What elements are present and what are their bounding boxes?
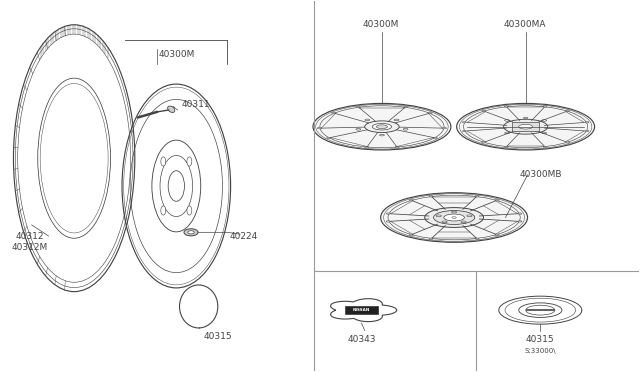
- Ellipse shape: [504, 106, 508, 107]
- Text: 40343: 40343: [348, 335, 376, 344]
- Ellipse shape: [365, 147, 369, 148]
- Text: 40315: 40315: [526, 335, 555, 344]
- Ellipse shape: [394, 119, 399, 121]
- Text: 40300M: 40300M: [158, 50, 195, 59]
- Ellipse shape: [429, 238, 433, 239]
- Ellipse shape: [168, 106, 175, 112]
- Text: 40300MA: 40300MA: [503, 20, 546, 29]
- Ellipse shape: [518, 221, 522, 222]
- Ellipse shape: [372, 124, 392, 130]
- Ellipse shape: [429, 196, 433, 197]
- Text: S:33000\: S:33000\: [525, 348, 556, 354]
- Ellipse shape: [425, 208, 483, 227]
- Ellipse shape: [585, 122, 589, 123]
- Ellipse shape: [161, 206, 166, 215]
- Ellipse shape: [436, 215, 442, 217]
- Ellipse shape: [444, 214, 465, 221]
- Ellipse shape: [482, 110, 486, 112]
- Text: NISSAN: NISSAN: [353, 308, 370, 312]
- Ellipse shape: [495, 234, 499, 235]
- Ellipse shape: [585, 131, 589, 132]
- Text: 40312M: 40312M: [12, 243, 47, 251]
- Ellipse shape: [433, 137, 437, 139]
- Ellipse shape: [495, 199, 499, 201]
- Ellipse shape: [452, 211, 457, 213]
- Ellipse shape: [541, 132, 547, 134]
- Ellipse shape: [462, 131, 466, 132]
- Ellipse shape: [387, 213, 390, 214]
- Ellipse shape: [504, 146, 508, 147]
- Bar: [345, 306, 378, 314]
- Ellipse shape: [187, 206, 192, 215]
- Ellipse shape: [313, 103, 451, 150]
- Ellipse shape: [187, 157, 192, 166]
- Text: 40312: 40312: [15, 231, 44, 241]
- Ellipse shape: [543, 106, 547, 107]
- Ellipse shape: [524, 117, 528, 119]
- Ellipse shape: [541, 120, 547, 121]
- Text: 40224: 40224: [229, 231, 257, 241]
- Ellipse shape: [395, 147, 399, 148]
- Ellipse shape: [566, 142, 570, 143]
- Text: 40300M: 40300M: [362, 20, 399, 29]
- Ellipse shape: [428, 112, 432, 114]
- Ellipse shape: [184, 229, 198, 236]
- Ellipse shape: [505, 120, 509, 121]
- Ellipse shape: [505, 132, 509, 134]
- Ellipse shape: [381, 193, 527, 242]
- Ellipse shape: [365, 121, 399, 132]
- Ellipse shape: [442, 128, 447, 129]
- Ellipse shape: [442, 221, 447, 223]
- Ellipse shape: [403, 128, 408, 130]
- Ellipse shape: [462, 122, 466, 123]
- Ellipse shape: [365, 119, 370, 121]
- Bar: [512, 122, 540, 131]
- Text: 40315: 40315: [204, 331, 232, 341]
- Ellipse shape: [543, 146, 547, 147]
- Ellipse shape: [332, 112, 336, 114]
- Ellipse shape: [376, 125, 387, 129]
- Ellipse shape: [188, 231, 194, 234]
- Ellipse shape: [518, 213, 522, 214]
- Ellipse shape: [409, 234, 413, 235]
- Text: 40300MB: 40300MB: [519, 170, 561, 179]
- Ellipse shape: [457, 103, 595, 150]
- Ellipse shape: [504, 119, 548, 134]
- Ellipse shape: [461, 221, 466, 223]
- Ellipse shape: [475, 238, 479, 239]
- Ellipse shape: [475, 196, 479, 197]
- Ellipse shape: [356, 128, 361, 130]
- Ellipse shape: [326, 137, 331, 139]
- Ellipse shape: [409, 199, 413, 201]
- Ellipse shape: [482, 142, 486, 143]
- Text: 40311: 40311: [181, 100, 210, 109]
- Ellipse shape: [161, 157, 166, 166]
- Ellipse shape: [403, 106, 408, 108]
- Ellipse shape: [433, 211, 475, 224]
- Ellipse shape: [566, 110, 570, 112]
- Ellipse shape: [380, 134, 385, 136]
- Ellipse shape: [467, 215, 472, 217]
- Ellipse shape: [356, 106, 360, 108]
- Ellipse shape: [387, 221, 390, 222]
- Ellipse shape: [317, 128, 321, 129]
- Ellipse shape: [452, 217, 456, 218]
- Ellipse shape: [519, 124, 532, 129]
